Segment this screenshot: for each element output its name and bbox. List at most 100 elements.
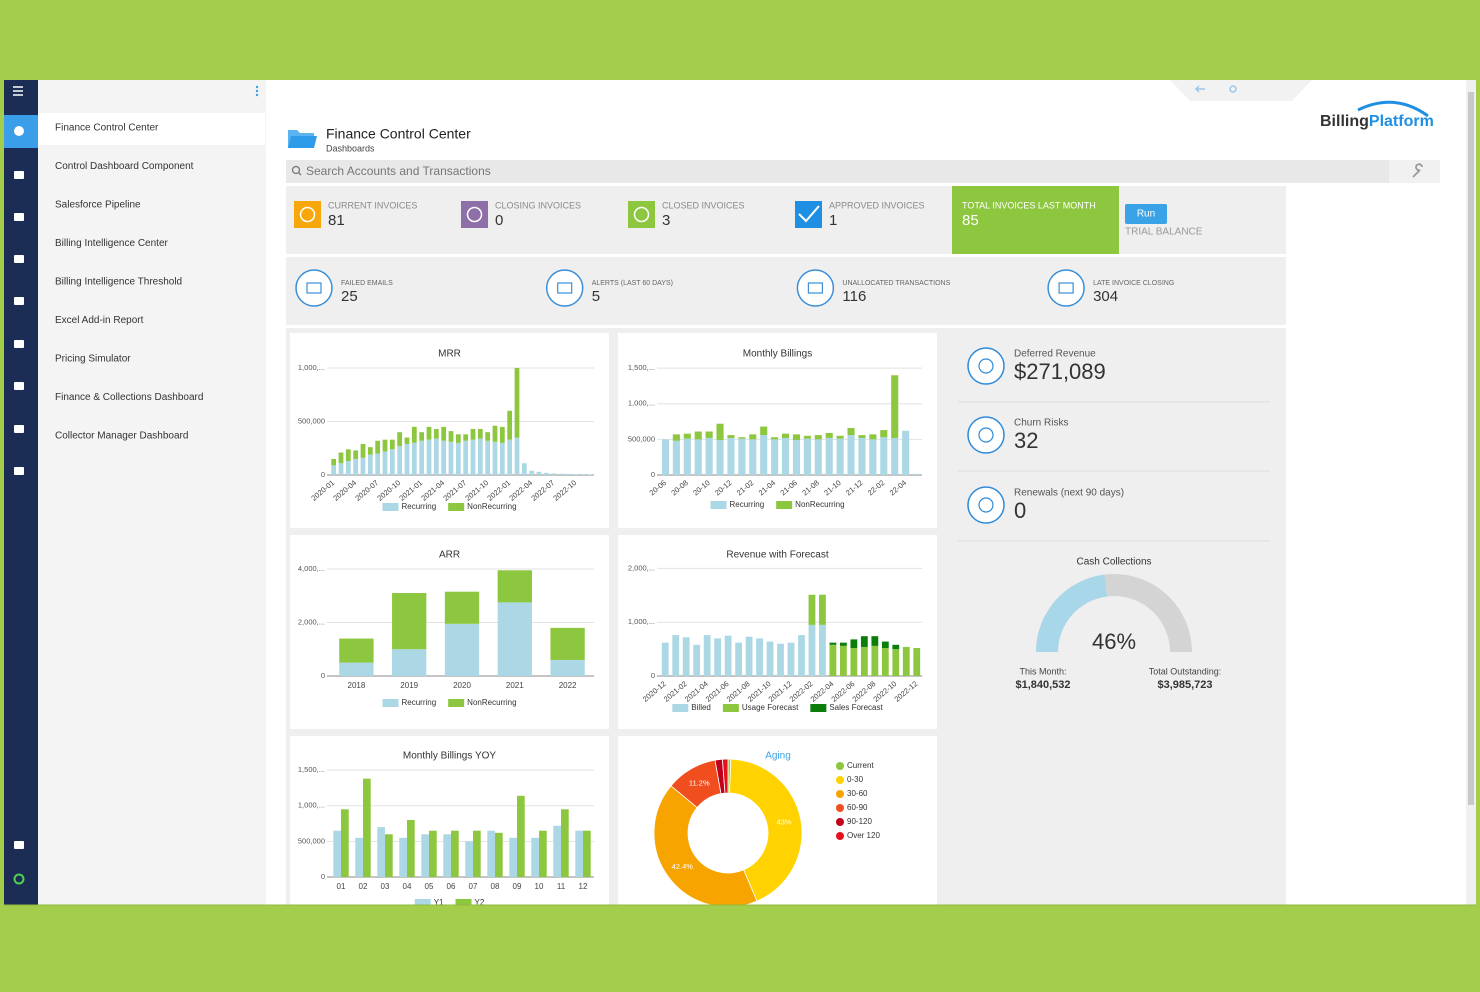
- bar: [798, 635, 805, 676]
- bar: [683, 438, 691, 475]
- x-tick-label: 06: [447, 882, 456, 891]
- sidebar-item[interactable]: Billing Intelligence Threshold: [55, 277, 182, 288]
- nav-icon[interactable]: [13, 873, 25, 885]
- bar: [803, 435, 811, 439]
- sidebar-item[interactable]: Salesforce Pipeline: [55, 200, 141, 211]
- bar: [485, 440, 491, 475]
- sidebar-item[interactable]: Excel Add-in Report: [55, 315, 144, 326]
- chart-card: [618, 333, 937, 528]
- bar: [829, 644, 837, 676]
- y-tick-label: 0: [321, 470, 325, 479]
- legend-label: Billed: [691, 703, 711, 712]
- bar: [514, 367, 520, 438]
- bar: [375, 453, 381, 475]
- bar: [421, 834, 429, 877]
- bar: [858, 437, 866, 475]
- bar: [470, 439, 476, 475]
- nav-icon[interactable]: [14, 255, 24, 263]
- bar: [858, 435, 866, 438]
- sidebar-item[interactable]: Pricing Simulator: [55, 354, 131, 365]
- bar: [703, 635, 711, 676]
- trial-balance-link[interactable]: TRIAL BALANCE: [1125, 227, 1203, 238]
- bar: [333, 830, 341, 877]
- y-tick-label: 1,500,...: [298, 765, 325, 774]
- bar: [749, 434, 757, 440]
- search-placeholder[interactable]: Search Accounts and Transactions: [306, 164, 491, 178]
- bar: [705, 431, 713, 438]
- x-tick-label: 2019: [400, 681, 418, 690]
- bar: [529, 470, 535, 475]
- legend-swatch: [810, 704, 827, 712]
- menu-icon[interactable]: [13, 86, 23, 96]
- nav-icon[interactable]: [14, 467, 24, 475]
- legend-swatch: [448, 699, 465, 707]
- settings-icon[interactable]: [1229, 85, 1237, 93]
- bar: [507, 410, 513, 440]
- bar: [760, 435, 768, 475]
- bar: [389, 449, 395, 475]
- bar: [419, 440, 425, 475]
- stat-glyph: [557, 282, 573, 294]
- bar: [355, 837, 363, 877]
- legend-marker: [836, 762, 844, 770]
- nav-icon[interactable]: [14, 297, 24, 305]
- y-tick-label: 1,000,...: [628, 617, 655, 626]
- run-button[interactable]: [1125, 204, 1167, 224]
- bar: [514, 437, 520, 475]
- sidebar-item[interactable]: Control Dashboard Component: [55, 161, 194, 172]
- metric-value: $271,089: [1014, 359, 1106, 384]
- bar: [441, 426, 447, 441]
- chart-title: Aging: [765, 751, 791, 762]
- bar: [433, 428, 439, 439]
- search-bar[interactable]: [286, 160, 1389, 183]
- legend-label: 90-120: [847, 817, 872, 826]
- logo: BillingPlatform: [1320, 113, 1434, 130]
- y-tick-label: 0: [321, 872, 325, 881]
- y-tick-label: 1,500,...: [628, 363, 655, 372]
- gauge-label: 46%: [1092, 629, 1136, 654]
- legend-label: 30-60: [847, 789, 868, 798]
- scroll-thumb[interactable]: [1468, 92, 1474, 805]
- metric-glyph: [978, 358, 994, 374]
- x-tick-label: 2021: [506, 681, 524, 690]
- nav-icon[interactable]: [14, 171, 24, 179]
- y-tick-label: 500,000: [628, 434, 655, 443]
- bar: [353, 458, 359, 475]
- legend-label: Sales Forecast: [829, 703, 883, 712]
- donut-slice: [722, 758, 729, 794]
- tile-value: 1: [829, 212, 837, 229]
- bar: [499, 426, 505, 443]
- back-icon[interactable]: [1194, 85, 1205, 93]
- bar: [860, 636, 868, 647]
- metric-icon: [967, 416, 1005, 454]
- sidebar-item[interactable]: Finance & Collections Dashboard: [55, 392, 203, 403]
- tools-button[interactable]: [1389, 160, 1440, 183]
- chart-title: MRR: [438, 349, 461, 360]
- tile-value: 3: [662, 212, 670, 229]
- sidebar-item[interactable]: Collector Manager Dashboard: [55, 431, 188, 442]
- bar: [781, 437, 790, 475]
- nav-icon[interactable]: [14, 841, 24, 849]
- legend-marker: [836, 790, 844, 798]
- bar: [760, 426, 768, 436]
- more-icon[interactable]: [255, 85, 259, 97]
- sidebar-item[interactable]: Finance Control Center: [55, 123, 159, 134]
- nav-icon[interactable]: [14, 382, 24, 390]
- nav-icon[interactable]: [14, 340, 24, 348]
- bar: [331, 458, 337, 466]
- bar: [497, 602, 532, 676]
- nav-icon[interactable]: [14, 425, 24, 433]
- bar: [735, 642, 743, 676]
- bar: [407, 820, 415, 877]
- bar: [803, 438, 811, 475]
- folder-icon-front: [288, 136, 317, 148]
- sidebar-selected: [38, 113, 265, 145]
- legend-marker: [836, 818, 844, 826]
- nav-icon[interactable]: [14, 213, 24, 221]
- bar: [385, 834, 393, 877]
- run-button-label[interactable]: Run: [1137, 209, 1155, 220]
- page-title: Finance Control Center: [326, 126, 471, 142]
- bar: [891, 437, 899, 475]
- tile-label: CURRENT INVOICES: [328, 200, 417, 210]
- sidebar-item[interactable]: Billing Intelligence Center: [55, 238, 169, 249]
